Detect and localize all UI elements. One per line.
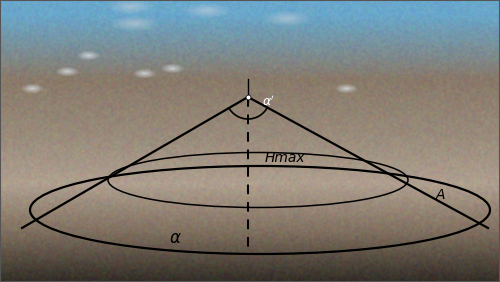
Text: $\alpha$: $\alpha$ (168, 229, 181, 247)
Text: A: A (435, 188, 445, 202)
Text: $\alpha'$: $\alpha'$ (262, 95, 275, 109)
Text: Hmax: Hmax (265, 151, 306, 165)
